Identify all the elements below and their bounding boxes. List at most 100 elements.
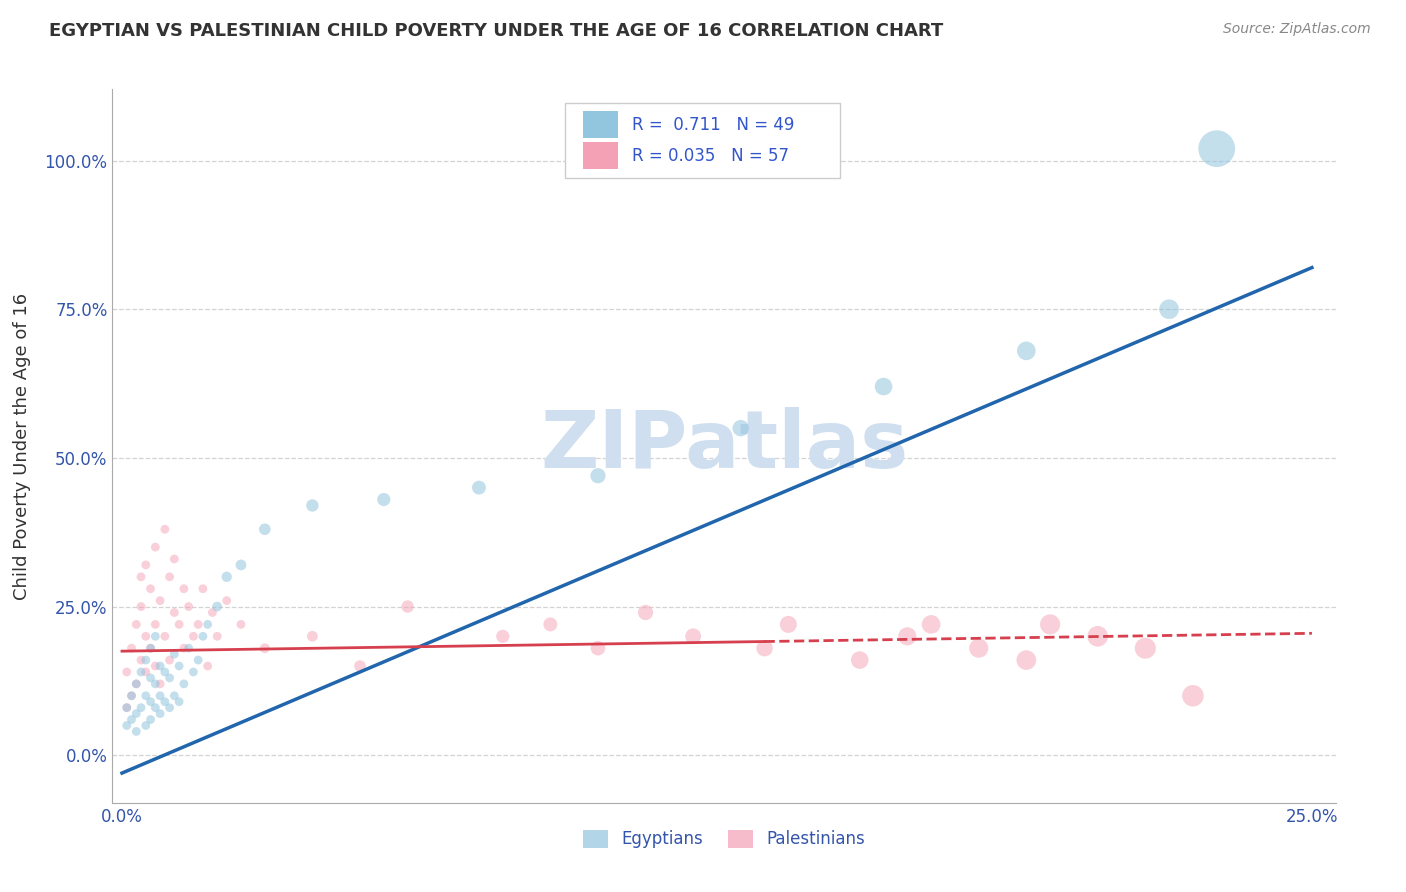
Point (301, 499, 323, 513)
Point (229, 617, 252, 632)
Point (191, 582, 214, 596)
Point (143, 540, 166, 554)
Point (129, 570, 152, 584)
Point (159, 671, 181, 685)
Point (1087, 629, 1109, 643)
Point (139, 713, 162, 727)
Point (159, 653, 181, 667)
Point (1015, 653, 1038, 667)
Point (682, 629, 704, 643)
Text: R =  0.711   N = 49: R = 0.711 N = 49 (633, 116, 794, 134)
Point (173, 677, 195, 691)
Text: ZIPatlas: ZIPatlas (540, 407, 908, 485)
Point (149, 677, 172, 691)
Point (121, 689, 143, 703)
Point (205, 629, 228, 643)
Point (129, 700, 152, 714)
Point (197, 617, 219, 632)
Point (149, 593, 172, 607)
Point (139, 582, 162, 596)
Point (135, 689, 157, 703)
Point (153, 665, 176, 679)
Point (125, 677, 148, 691)
Point (778, 617, 800, 632)
Point (143, 617, 166, 632)
Point (115, 700, 138, 714)
Y-axis label: Child Poverty Under the Age of 16: Child Poverty Under the Age of 16 (13, 293, 31, 599)
Point (153, 629, 176, 643)
Point (163, 647, 186, 661)
Point (396, 599, 419, 614)
Point (143, 659, 166, 673)
Bar (583, 112, 617, 138)
Point (135, 558, 157, 572)
Point (754, 641, 776, 656)
Point (187, 653, 209, 667)
Point (135, 665, 157, 679)
Point (183, 665, 205, 679)
Point (159, 700, 181, 714)
Point (872, 379, 894, 393)
Point (149, 659, 172, 673)
Point (143, 700, 166, 714)
Text: R = 0.035   N = 57: R = 0.035 N = 57 (633, 146, 789, 164)
Point (1205, 142, 1227, 156)
Point (634, 606, 657, 620)
Point (121, 689, 143, 703)
Point (173, 582, 195, 596)
Point (586, 468, 609, 483)
Point (1039, 617, 1062, 632)
Point (125, 677, 148, 691)
Point (125, 617, 148, 632)
Point (205, 599, 228, 614)
Point (143, 677, 166, 691)
Point (167, 659, 190, 673)
FancyBboxPatch shape (565, 103, 841, 178)
Point (1135, 641, 1157, 656)
Point (215, 570, 238, 584)
Point (167, 695, 190, 709)
Point (201, 606, 224, 620)
Point (538, 617, 561, 632)
Point (129, 665, 152, 679)
Point (129, 653, 152, 667)
Point (1181, 689, 1204, 703)
Point (149, 689, 172, 703)
Point (167, 617, 190, 632)
Point (229, 558, 252, 572)
Point (139, 671, 162, 685)
Point (301, 629, 323, 643)
Point (896, 629, 918, 643)
Point (191, 629, 214, 643)
Point (163, 689, 186, 703)
Point (197, 659, 219, 673)
Point (492, 629, 515, 643)
Point (1159, 302, 1181, 317)
Point (848, 653, 870, 667)
Point (730, 421, 752, 435)
Point (349, 659, 371, 673)
Point (1015, 343, 1038, 358)
Point (135, 653, 157, 667)
Point (159, 570, 181, 584)
Point (373, 492, 395, 507)
Text: EGYPTIAN VS PALESTINIAN CHILD POVERTY UNDER THE AGE OF 16 CORRELATION CHART: EGYPTIAN VS PALESTINIAN CHILD POVERTY UN… (49, 22, 943, 40)
Point (121, 713, 143, 727)
Point (920, 617, 942, 632)
Point (967, 641, 990, 656)
Point (153, 522, 176, 536)
Point (135, 718, 157, 732)
Point (139, 641, 162, 656)
Point (153, 695, 176, 709)
Legend: Egyptians, Palestinians: Egyptians, Palestinians (576, 823, 872, 855)
Point (468, 481, 491, 495)
Point (115, 718, 138, 732)
Bar (583, 142, 617, 169)
Point (115, 700, 138, 714)
Point (143, 629, 166, 643)
Point (149, 706, 172, 721)
Point (163, 552, 186, 566)
Point (121, 641, 143, 656)
Point (177, 599, 200, 614)
Point (253, 641, 276, 656)
